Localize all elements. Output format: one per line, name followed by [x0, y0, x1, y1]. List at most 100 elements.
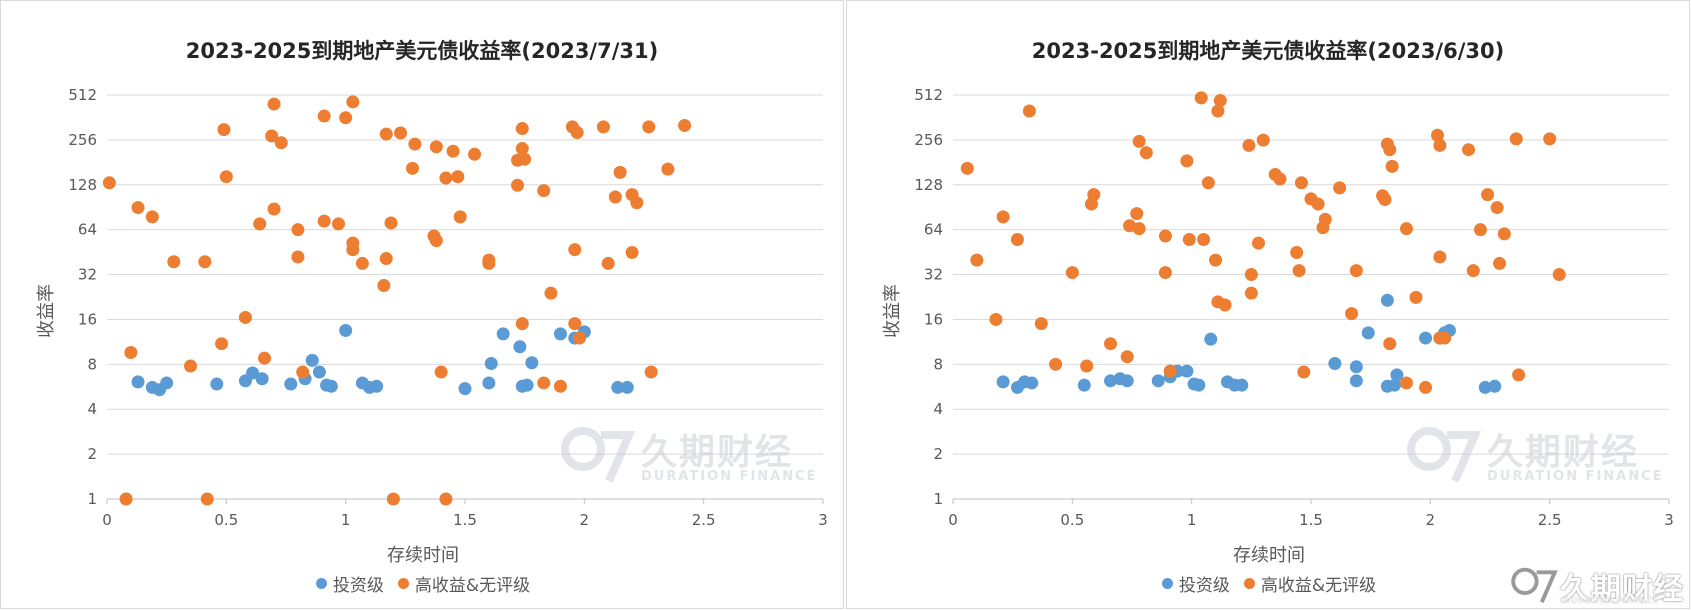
- data-point: [379, 127, 393, 141]
- data-point: [355, 256, 369, 270]
- data-point: [678, 118, 692, 132]
- y-tick-label: 128: [68, 176, 97, 194]
- data-point: [291, 250, 305, 264]
- data-point: [1158, 266, 1172, 280]
- data-point: [198, 255, 212, 269]
- data-point: [386, 492, 400, 506]
- data-point: [573, 331, 587, 345]
- x-axis-label: 存续时间: [1233, 545, 1305, 566]
- data-point: [553, 379, 567, 393]
- data-point: [346, 95, 360, 109]
- data-point: [511, 178, 525, 192]
- duration-finance-logo-icon: [1407, 427, 1482, 483]
- data-point: [630, 196, 644, 210]
- y-tick-label: 256: [68, 131, 97, 149]
- data-point: [408, 137, 422, 151]
- data-point: [102, 176, 116, 190]
- data-point: [1543, 132, 1557, 146]
- data-point: [1399, 222, 1413, 236]
- data-point: [1361, 326, 1375, 340]
- data-point: [625, 245, 639, 259]
- data-point: [312, 365, 326, 379]
- data-point: [1493, 256, 1507, 270]
- data-point: [324, 379, 338, 393]
- data-point: [131, 201, 145, 215]
- data-point: [1490, 201, 1504, 215]
- data-point: [1497, 227, 1511, 241]
- data-point: [515, 142, 529, 156]
- x-tick-label: 1.5: [453, 511, 477, 529]
- data-point: [210, 377, 224, 391]
- data-point: [1077, 378, 1091, 392]
- data-point: [1244, 268, 1258, 282]
- data-point: [1481, 188, 1495, 202]
- y-axis-label: 收益率: [882, 284, 903, 338]
- data-point: [305, 353, 319, 367]
- y-tick-label: 32: [924, 266, 943, 284]
- data-point: [608, 190, 622, 204]
- data-point: [346, 243, 360, 257]
- data-point: [1211, 104, 1225, 118]
- y-tick-label: 64: [78, 221, 97, 239]
- data-point: [960, 161, 974, 175]
- data-point: [1182, 232, 1196, 246]
- chart-panel-right: 2023-2025到期地产美元债收益率(2023/6/30) 1 2 4 8 16 32 6…: [846, 0, 1690, 609]
- data-point: [482, 376, 496, 390]
- data-point: [1328, 357, 1342, 371]
- corner-logo-subtext: DURATION FINANCE: [1564, 596, 1660, 605]
- data-point: [217, 123, 231, 137]
- data-point: [1433, 138, 1447, 152]
- watermark-text: 久期财经: [1487, 432, 1640, 473]
- legend-item-investment-grade: 投资级: [315, 571, 384, 596]
- data-point: [1385, 159, 1399, 173]
- data-point: [1022, 104, 1036, 118]
- data-point: [451, 170, 465, 184]
- legend-label: 高收益&无评级: [414, 576, 531, 596]
- data-point: [1273, 172, 1287, 186]
- data-point: [1311, 197, 1325, 211]
- data-point: [1034, 317, 1048, 331]
- y-axis-label: 收益率: [36, 284, 57, 338]
- data-point: [1438, 331, 1452, 345]
- data-point: [515, 122, 529, 136]
- data-point: [265, 129, 279, 143]
- data-point: [468, 147, 482, 161]
- data-point: [119, 492, 133, 506]
- scatter-plot: 1 2 4 8 16 32 64 128 256 512 0 0.5 1 1.5 2 2.5 3: [68, 86, 827, 529]
- data-point: [339, 111, 353, 125]
- x-tick-label: 2.5: [1538, 511, 1562, 529]
- data-point: [405, 161, 419, 175]
- y-tick-label: 8: [933, 355, 943, 373]
- data-point: [246, 366, 260, 380]
- data-point: [544, 286, 558, 300]
- y-tick-label: 16: [78, 310, 97, 328]
- data-point: [1419, 331, 1433, 345]
- data-point: [446, 144, 460, 158]
- data-point: [267, 202, 281, 216]
- data-point: [145, 210, 159, 224]
- watermark-subtext: DURATION FINANCE: [641, 469, 818, 484]
- series-high_yield: [960, 91, 1566, 394]
- data-point: [215, 337, 229, 351]
- watermark-subtext: DURATION FINANCE: [1487, 469, 1664, 484]
- data-point: [377, 279, 391, 293]
- data-point: [611, 380, 625, 394]
- data-point: [1552, 268, 1566, 282]
- data-point: [429, 234, 443, 248]
- data-point: [518, 152, 532, 166]
- data-point: [439, 171, 453, 185]
- data-point: [1297, 365, 1311, 379]
- data-point: [1294, 176, 1308, 190]
- legend-item-investment-grade: 投资级: [1161, 571, 1230, 596]
- scatter-plot: 1 2 4 8 16 32 64 128 256 512 0 0.5 1 1.5 2 2.5 3: [914, 86, 1673, 529]
- data-point: [1180, 154, 1194, 168]
- data-point: [1025, 376, 1039, 390]
- data-point: [513, 340, 527, 354]
- data-point: [1488, 379, 1502, 393]
- data-point: [184, 359, 198, 373]
- data-point: [1388, 378, 1402, 392]
- data-point: [996, 375, 1010, 389]
- series-high_yield: [102, 95, 692, 506]
- data-point: [1213, 94, 1227, 108]
- data-point: [1104, 337, 1118, 351]
